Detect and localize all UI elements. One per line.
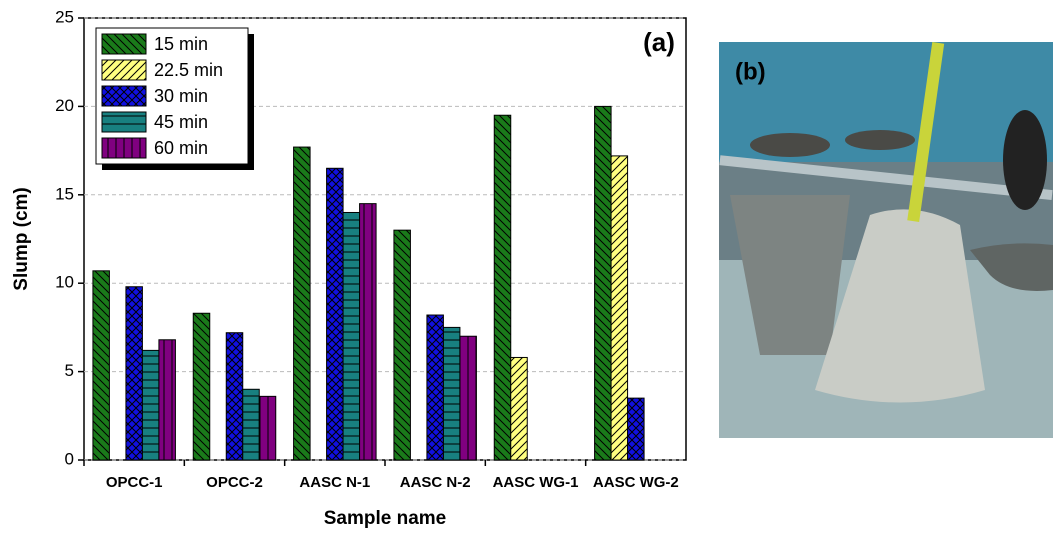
- x-axis-title: Sample name: [324, 508, 447, 529]
- bar: [92, 270, 110, 461]
- bar: [258, 395, 277, 461]
- x-tick-label: AASC WG-1: [493, 474, 579, 491]
- photo-ruler: [907, 42, 945, 222]
- legend-swatch: [101, 59, 147, 81]
- legend-label: 30 min: [154, 86, 208, 106]
- bar: [293, 146, 311, 461]
- bar: [359, 203, 377, 461]
- y-tick-label: 0: [65, 449, 74, 468]
- legend-swatch: [101, 137, 147, 159]
- panel-label: (a): [643, 27, 675, 57]
- x-tick-label: OPCC-1: [106, 474, 163, 491]
- bar: [442, 326, 461, 461]
- bar: [393, 229, 411, 461]
- bar: [158, 339, 176, 461]
- legend-label: 15 min: [154, 34, 208, 54]
- x-tick-label: AASC N-2: [400, 474, 471, 491]
- bar: [459, 335, 477, 461]
- panel-label: (b): [735, 58, 766, 85]
- bar: [594, 105, 612, 461]
- y-tick-label: 25: [55, 7, 74, 26]
- bar: [326, 167, 344, 461]
- photo-wheel: [1003, 110, 1047, 210]
- photo-rod: [719, 155, 1053, 201]
- x-tick-label: OPCC-2: [206, 474, 263, 491]
- legend-swatch: [101, 85, 147, 107]
- photo-cone: [730, 195, 850, 355]
- y-tick-label: 15: [55, 184, 74, 203]
- photo-bucket: [845, 130, 915, 150]
- x-tick-label: AASC WG-2: [593, 474, 679, 491]
- legend-label: 60 min: [154, 138, 208, 158]
- bar: [342, 211, 361, 461]
- legend-swatch: [101, 33, 147, 55]
- bar: [510, 356, 528, 461]
- y-axis-title: Slump (cm): [11, 187, 32, 290]
- bar: [627, 397, 645, 461]
- photo-panel: (b): [719, 42, 1053, 438]
- bar: [242, 388, 260, 461]
- photo-pan: [970, 243, 1053, 291]
- bar: [493, 114, 512, 461]
- bar: [426, 314, 444, 461]
- photo-concrete: [815, 209, 985, 403]
- legend-label: 45 min: [154, 112, 208, 132]
- y-tick-label: 20: [55, 96, 74, 115]
- photo-bucket: [750, 133, 830, 157]
- bar: [141, 349, 160, 461]
- bar: [225, 332, 244, 461]
- y-tick-label: 5: [65, 361, 74, 380]
- legend-swatch: [101, 111, 147, 133]
- bar: [125, 286, 143, 461]
- bar: [610, 155, 629, 461]
- legend-label: 22.5 min: [154, 60, 223, 80]
- bar: [192, 312, 211, 461]
- x-tick-label: AASC N-1: [299, 474, 370, 491]
- y-tick-label: 10: [55, 273, 74, 292]
